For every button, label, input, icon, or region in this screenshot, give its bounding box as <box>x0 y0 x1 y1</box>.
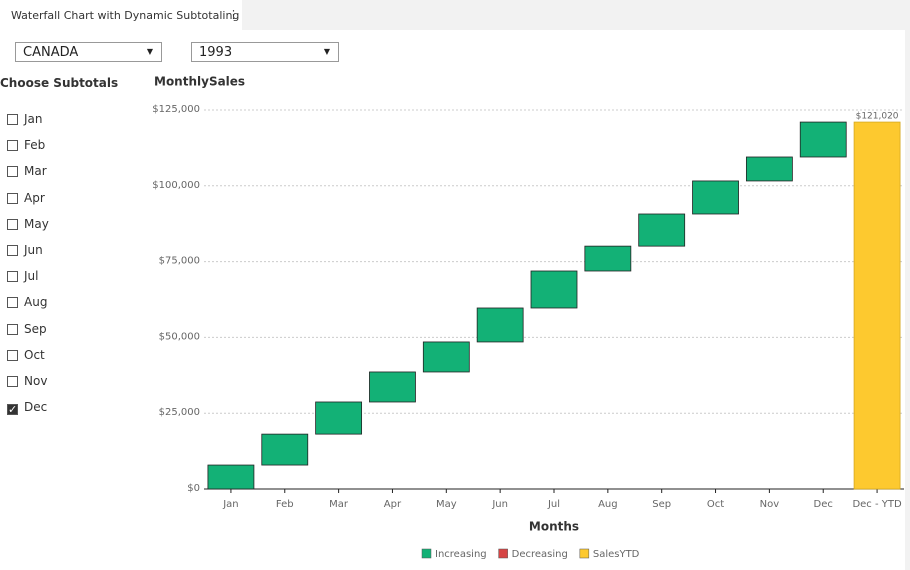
x-tick-label: Dec <box>814 499 833 510</box>
bar <box>584 245 632 272</box>
legend-swatch <box>498 548 508 559</box>
bar <box>315 401 363 435</box>
legend-label: SalesYTD <box>593 549 640 560</box>
checkbox-label: Jul <box>24 269 39 284</box>
subtotal-checkbox[interactable]: May <box>7 217 49 231</box>
subtotal-checkbox[interactable]: Feb <box>7 138 45 152</box>
checkbox[interactable] <box>7 218 18 230</box>
year-dropdown[interactable]: 1993 ▼ <box>191 42 339 62</box>
bar <box>692 180 739 215</box>
checkbox-label: Jan <box>24 112 43 126</box>
checkbox[interactable] <box>7 297 18 309</box>
checkbox-label: Jun <box>24 243 43 257</box>
bar <box>261 433 309 466</box>
y-tick-label: $25,000 <box>159 407 200 418</box>
x-axis-title: Months <box>529 520 579 534</box>
x-tick-label: Dec - YTD <box>852 499 902 510</box>
subtotal-checkbox[interactable]: Aug <box>7 295 47 309</box>
checkbox-label: Apr <box>24 190 45 205</box>
subtotal-checkbox[interactable]: Oct <box>7 348 45 362</box>
subtotal-checkbox[interactable]: Mar <box>7 164 47 178</box>
subtotal-checkbox[interactable]: ✓ Dec <box>7 400 48 417</box>
y-tick-label: $100,000 <box>152 180 200 191</box>
x-tick-label: Oct <box>707 499 724 510</box>
checkbox-label: Nov <box>24 374 48 388</box>
chart-title: MonthlySales <box>154 75 245 89</box>
x-tick-label: Sep <box>652 499 671 510</box>
legend-swatch <box>421 548 432 559</box>
checkbox-label: Sep <box>24 321 47 336</box>
x-tick-label: Jun <box>491 499 508 510</box>
checkbox[interactable] <box>7 166 18 178</box>
checkbox[interactable] <box>7 349 18 361</box>
subtotal-checkbox[interactable]: Jul <box>7 269 38 283</box>
subtotal-checkbox[interactable]: Jan <box>7 112 43 126</box>
x-tick-label: Nov <box>760 499 780 510</box>
y-tick-label: $125,000 <box>152 104 200 115</box>
checkbox[interactable] <box>7 323 18 335</box>
bar <box>638 213 686 247</box>
legend-swatch <box>579 548 590 559</box>
checkbox[interactable] <box>7 114 18 125</box>
bar <box>476 307 524 343</box>
x-tick-label: Apr <box>384 499 402 510</box>
checkbox[interactable] <box>7 245 18 256</box>
x-tick-label: Feb <box>276 499 294 510</box>
bar <box>799 121 847 158</box>
checkbox[interactable]: ✓ <box>7 403 18 417</box>
country-dropdown[interactable]: CANADA ▼ <box>15 42 162 62</box>
dropdown-value: 1993 <box>199 45 233 60</box>
dropdown-value: CANADA <box>23 45 79 60</box>
bar <box>422 341 470 373</box>
subtotals-title: Choose Subtotals <box>0 76 119 90</box>
x-tick-label: Jan <box>222 499 238 510</box>
x-tick-label: May <box>436 499 457 510</box>
y-tick-label: $0 <box>187 483 200 494</box>
bar <box>207 464 255 490</box>
checkbox[interactable] <box>7 376 18 387</box>
value-label: $121,020 <box>856 112 899 122</box>
bar <box>530 270 578 309</box>
legend-label: Increasing <box>435 549 487 560</box>
subtotal-checkbox[interactable]: Apr <box>7 191 45 205</box>
subtotal-checkbox[interactable]: Jun <box>7 243 43 257</box>
checkbox-label: May <box>24 216 49 231</box>
tab-title: Waterfall Chart with Dynamic Subtotaling <box>11 9 240 22</box>
x-tick-label: Jul <box>547 499 560 510</box>
y-tick-label: $75,000 <box>159 256 200 267</box>
tab-menu-icon[interactable]: ⋮ <box>228 8 239 21</box>
checkbox-label: Mar <box>24 164 47 179</box>
subtotal-checkbox[interactable]: Sep <box>7 322 47 336</box>
dashboard: CANADA ▼ 1993 ▼ Choose Subtotals Jan Feb Mar… <box>0 30 905 570</box>
checkbox[interactable] <box>7 140 18 152</box>
y-tick-label: $50,000 <box>159 331 200 342</box>
x-tick-label: Aug <box>598 499 618 510</box>
checkbox-label: Oct <box>24 347 45 362</box>
bar <box>853 121 901 490</box>
checkbox-label: Dec <box>24 400 48 415</box>
subtotal-checkbox[interactable]: Nov <box>7 374 47 388</box>
checkbox-label: Aug <box>24 295 48 310</box>
legend-label: Decreasing <box>512 549 568 560</box>
checkbox[interactable] <box>7 192 18 204</box>
x-tick-label: Mar <box>329 499 349 510</box>
tab[interactable]: Waterfall Chart with Dynamic Subtotaling… <box>0 0 242 30</box>
bar <box>369 371 416 403</box>
checkbox[interactable] <box>7 271 18 283</box>
checkbox-label: Feb <box>24 138 46 153</box>
bar <box>745 156 793 182</box>
